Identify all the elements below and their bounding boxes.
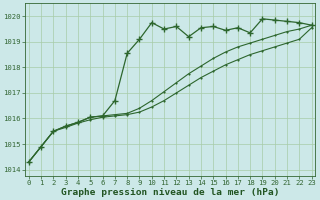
X-axis label: Graphe pression niveau de la mer (hPa): Graphe pression niveau de la mer (hPa) <box>61 188 279 197</box>
